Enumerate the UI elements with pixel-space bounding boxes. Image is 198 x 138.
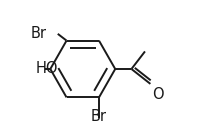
Text: Br: Br bbox=[91, 109, 107, 124]
Text: O: O bbox=[152, 87, 164, 102]
Text: Br: Br bbox=[30, 26, 46, 41]
Text: HO: HO bbox=[35, 62, 58, 76]
